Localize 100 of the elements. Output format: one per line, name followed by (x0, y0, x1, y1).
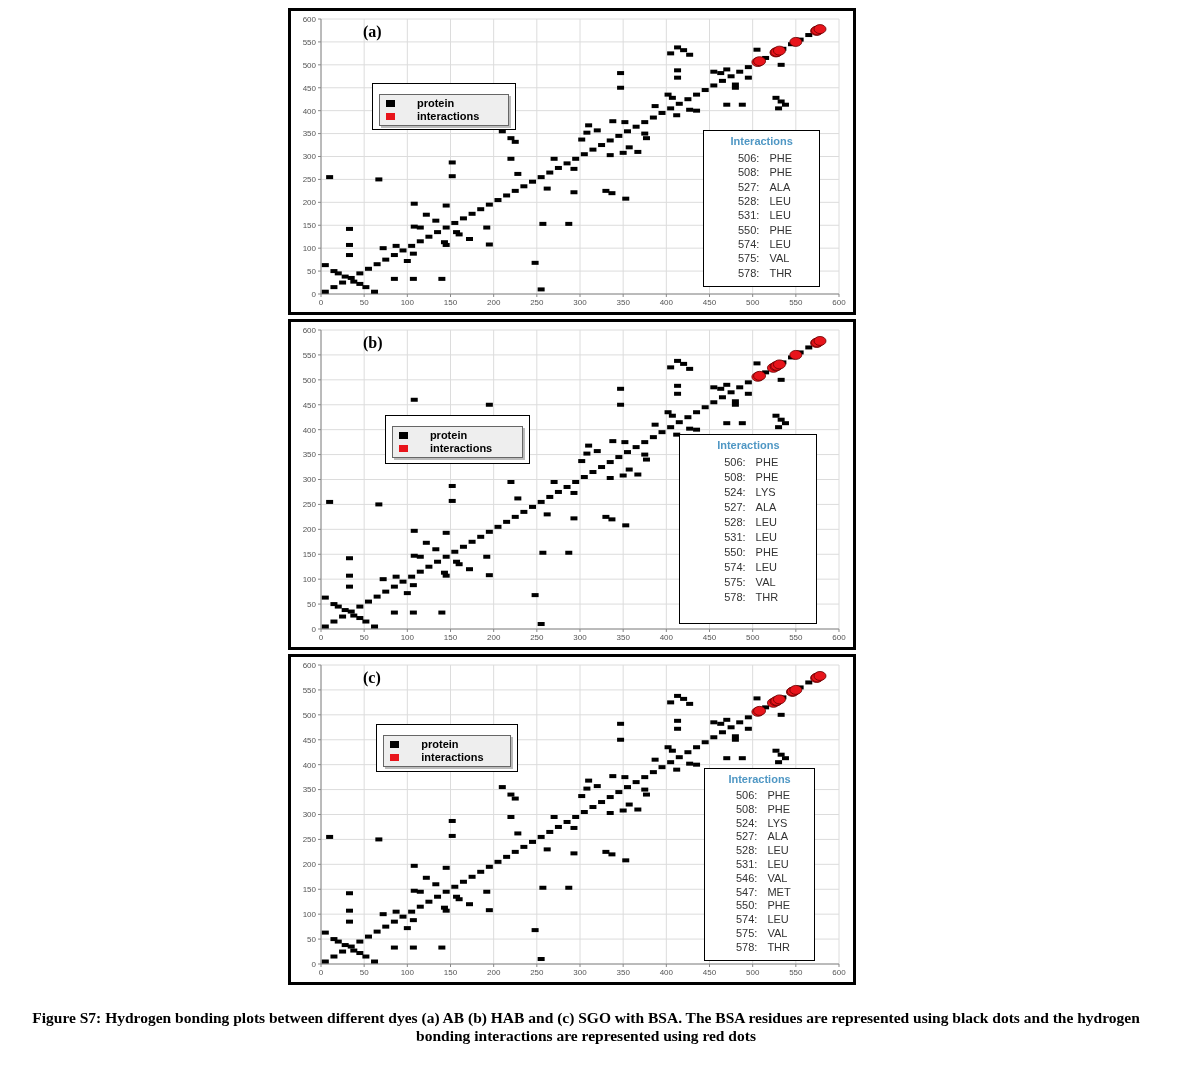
legend-label: interactions (429, 441, 493, 455)
annotation: 527: ALA (723, 499, 777, 515)
annotation: 527: ALA (737, 179, 791, 194)
x-tick-label: 250 (530, 967, 545, 977)
annotation: 578: THR (734, 940, 790, 955)
y-tick-label: 500 (302, 60, 317, 70)
x-tick-label: 50 (359, 297, 370, 307)
x-tick-label: 350 (616, 632, 631, 642)
y-tick-label: 600 (302, 660, 317, 670)
chart-title: (c) (363, 669, 381, 687)
annotation: 506: PHE (737, 150, 793, 166)
chart-title: (a) (363, 23, 382, 41)
x-tick-label: 600 (832, 967, 847, 977)
annotation: 531: LEU (734, 858, 789, 872)
annotation: 578: THR (723, 589, 779, 605)
x-tick-label: 100 (400, 632, 415, 642)
y-tick-label: 500 (302, 710, 317, 720)
y-tick-label: 550 (302, 37, 317, 47)
annotation: 550: PHE (734, 899, 791, 914)
y-tick-label: 300 (302, 152, 317, 162)
y-tick-label: 200 (302, 198, 317, 208)
annotation: 550: PHE (723, 544, 779, 560)
y-tick-label: 0 (311, 624, 317, 634)
x-tick-label: 200 (486, 967, 501, 977)
y-tick-label: 550 (302, 685, 317, 695)
x-tick-label: 0 (318, 632, 324, 642)
x-tick-label: 300 (573, 632, 588, 642)
x-tick-label: 550 (789, 967, 804, 977)
annotation: Interactions (727, 773, 792, 786)
y-tick-label: 100 (302, 575, 317, 585)
x-tick-label: 500 (745, 297, 760, 307)
y-tick-label: 550 (302, 350, 317, 360)
x-tick-label: 550 (789, 297, 804, 307)
x-tick-label: 400 (659, 967, 674, 977)
x-tick-label: 0 (318, 297, 324, 307)
y-tick-label: 50 (307, 266, 317, 276)
y-tick-label: 150 (302, 550, 317, 560)
x-tick-label: 500 (745, 967, 760, 977)
annotation: 578: THR (737, 265, 793, 281)
x-tick-label: 300 (573, 967, 588, 977)
x-tick-label: 250 (530, 632, 545, 642)
x-tick-label: 600 (832, 297, 847, 307)
y-tick-label: 600 (302, 14, 317, 24)
legend-label: protein (416, 97, 455, 111)
y-tick-label: 450 (302, 400, 317, 410)
annotation: Interactions (729, 134, 794, 147)
y-tick-label: 350 (302, 129, 317, 139)
x-tick-label: 400 (659, 297, 674, 307)
y-tick-label: 400 (302, 425, 317, 435)
x-tick-label: 450 (702, 632, 717, 642)
legend-label: interactions (416, 110, 480, 124)
x-tick-label: 150 (443, 297, 458, 307)
x-tick-label: 400 (659, 632, 674, 642)
x-tick-label: 100 (400, 967, 415, 977)
legend-label: interactions (421, 751, 484, 765)
annotation: 574: LEU (737, 237, 791, 252)
annotation: 506: PHE (723, 454, 779, 470)
x-tick-label: 550 (789, 632, 804, 642)
x-tick-label: 500 (745, 632, 760, 642)
x-tick-label: 450 (702, 967, 717, 977)
y-tick-label: 300 (302, 810, 317, 820)
y-tick-label: 400 (302, 760, 317, 770)
annotation: Interactions (716, 438, 781, 451)
y-tick-label: 600 (302, 325, 317, 335)
x-tick-label: 200 (486, 297, 501, 307)
y-tick-label: 400 (302, 106, 317, 116)
x-tick-label: 100 (400, 297, 415, 307)
annotation: 508: PHE (723, 469, 779, 485)
annotation: 574: LEU (723, 559, 778, 575)
annotation: 547: MET (734, 885, 791, 900)
annotation: 506: PHE (734, 789, 791, 803)
legend-label: protein (421, 738, 459, 752)
x-tick-label: 300 (573, 297, 588, 307)
annotation: 508: PHE (737, 165, 793, 180)
y-tick-label: 450 (302, 83, 317, 93)
x-tick-label: 50 (359, 632, 370, 642)
annotation: 575: VAL (737, 251, 790, 266)
annotation: 531: LEU (723, 529, 778, 545)
x-tick-label: 50 (359, 967, 370, 977)
y-tick-label: 50 (307, 934, 317, 944)
annotation: 508: PHE (734, 802, 791, 817)
y-tick-label: 150 (302, 885, 317, 895)
annotation: 550: PHE (737, 222, 793, 238)
y-tick-label: 200 (302, 860, 317, 870)
y-tick-label: 250 (302, 500, 317, 510)
annotation: 531: LEU (737, 208, 791, 223)
y-tick-label: 300 (302, 475, 317, 485)
legend-label: protein (429, 428, 468, 442)
annotation: 528: LEU (723, 514, 778, 530)
y-tick-label: 200 (302, 525, 317, 535)
annotation: 524: LYS (734, 816, 788, 831)
annotation: 575: VAL (734, 926, 788, 941)
x-tick-label: 150 (443, 967, 458, 977)
x-tick-label: 150 (443, 632, 458, 642)
annotation: 574: LEU (734, 913, 789, 927)
y-tick-label: 500 (302, 375, 317, 385)
x-tick-label: 250 (530, 297, 545, 307)
y-tick-label: 150 (302, 221, 317, 231)
y-tick-label: 350 (302, 785, 317, 795)
y-tick-label: 0 (311, 289, 317, 299)
